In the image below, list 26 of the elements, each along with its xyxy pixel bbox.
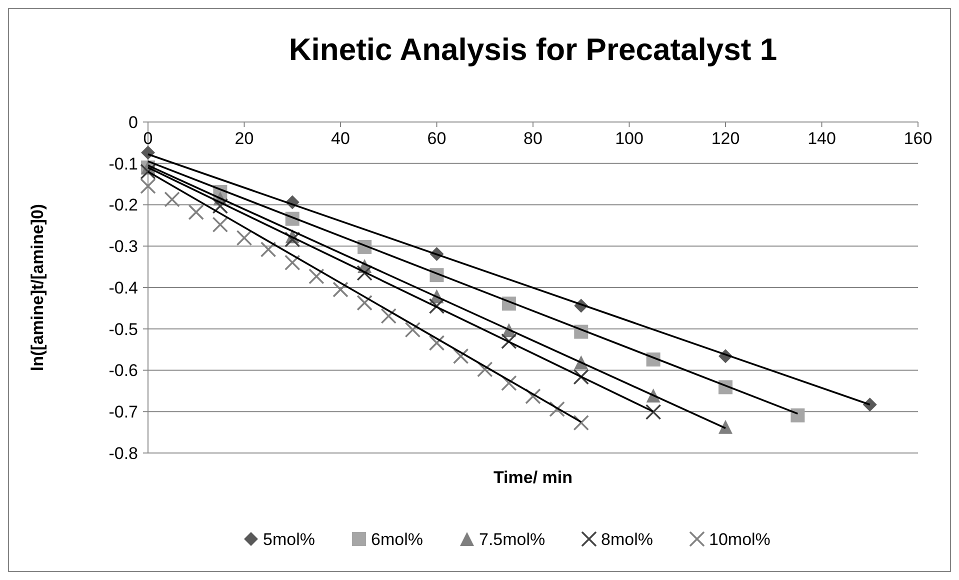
x-tick-label: 120 (711, 129, 740, 148)
x-axis-title: Time/ min (493, 468, 573, 487)
y-tick-label: -0.6 (108, 361, 138, 380)
x-tick-label: 20 (234, 129, 254, 148)
legend-label: 5mol% (263, 530, 315, 549)
x-tick-label: 0 (143, 129, 153, 148)
legend-label: 10mol% (709, 530, 770, 549)
chart-title: Kinetic Analysis for Precatalyst 1 (288, 32, 778, 67)
x-tick-label: 80 (524, 129, 542, 148)
y-tick-label: -0.4 (108, 278, 138, 298)
legend-label: 6mol% (371, 530, 423, 549)
y-tick-label: -0.8 (108, 444, 138, 463)
legend-label: 8mol% (601, 530, 653, 549)
y-tick-label: -0.7 (108, 402, 138, 422)
y-tick-label: 0 (128, 112, 138, 132)
x-tick-label: 60 (427, 129, 446, 148)
x-tick-label: 160 (904, 129, 932, 148)
y-tick-label: -0.1 (108, 154, 138, 174)
y-tick-label: -0.3 (108, 237, 138, 256)
x-tick-label: 140 (808, 129, 836, 148)
y-axis-title: ln([amine]t/[amine]0) (28, 204, 47, 372)
legend-label: 7.5mol% (479, 530, 546, 549)
x-tick-label: 40 (331, 129, 350, 148)
y-tick-label: -0.5 (108, 320, 138, 339)
x-tick-label: 100 (615, 129, 644, 148)
y-tick-label: -0.2 (108, 196, 138, 215)
